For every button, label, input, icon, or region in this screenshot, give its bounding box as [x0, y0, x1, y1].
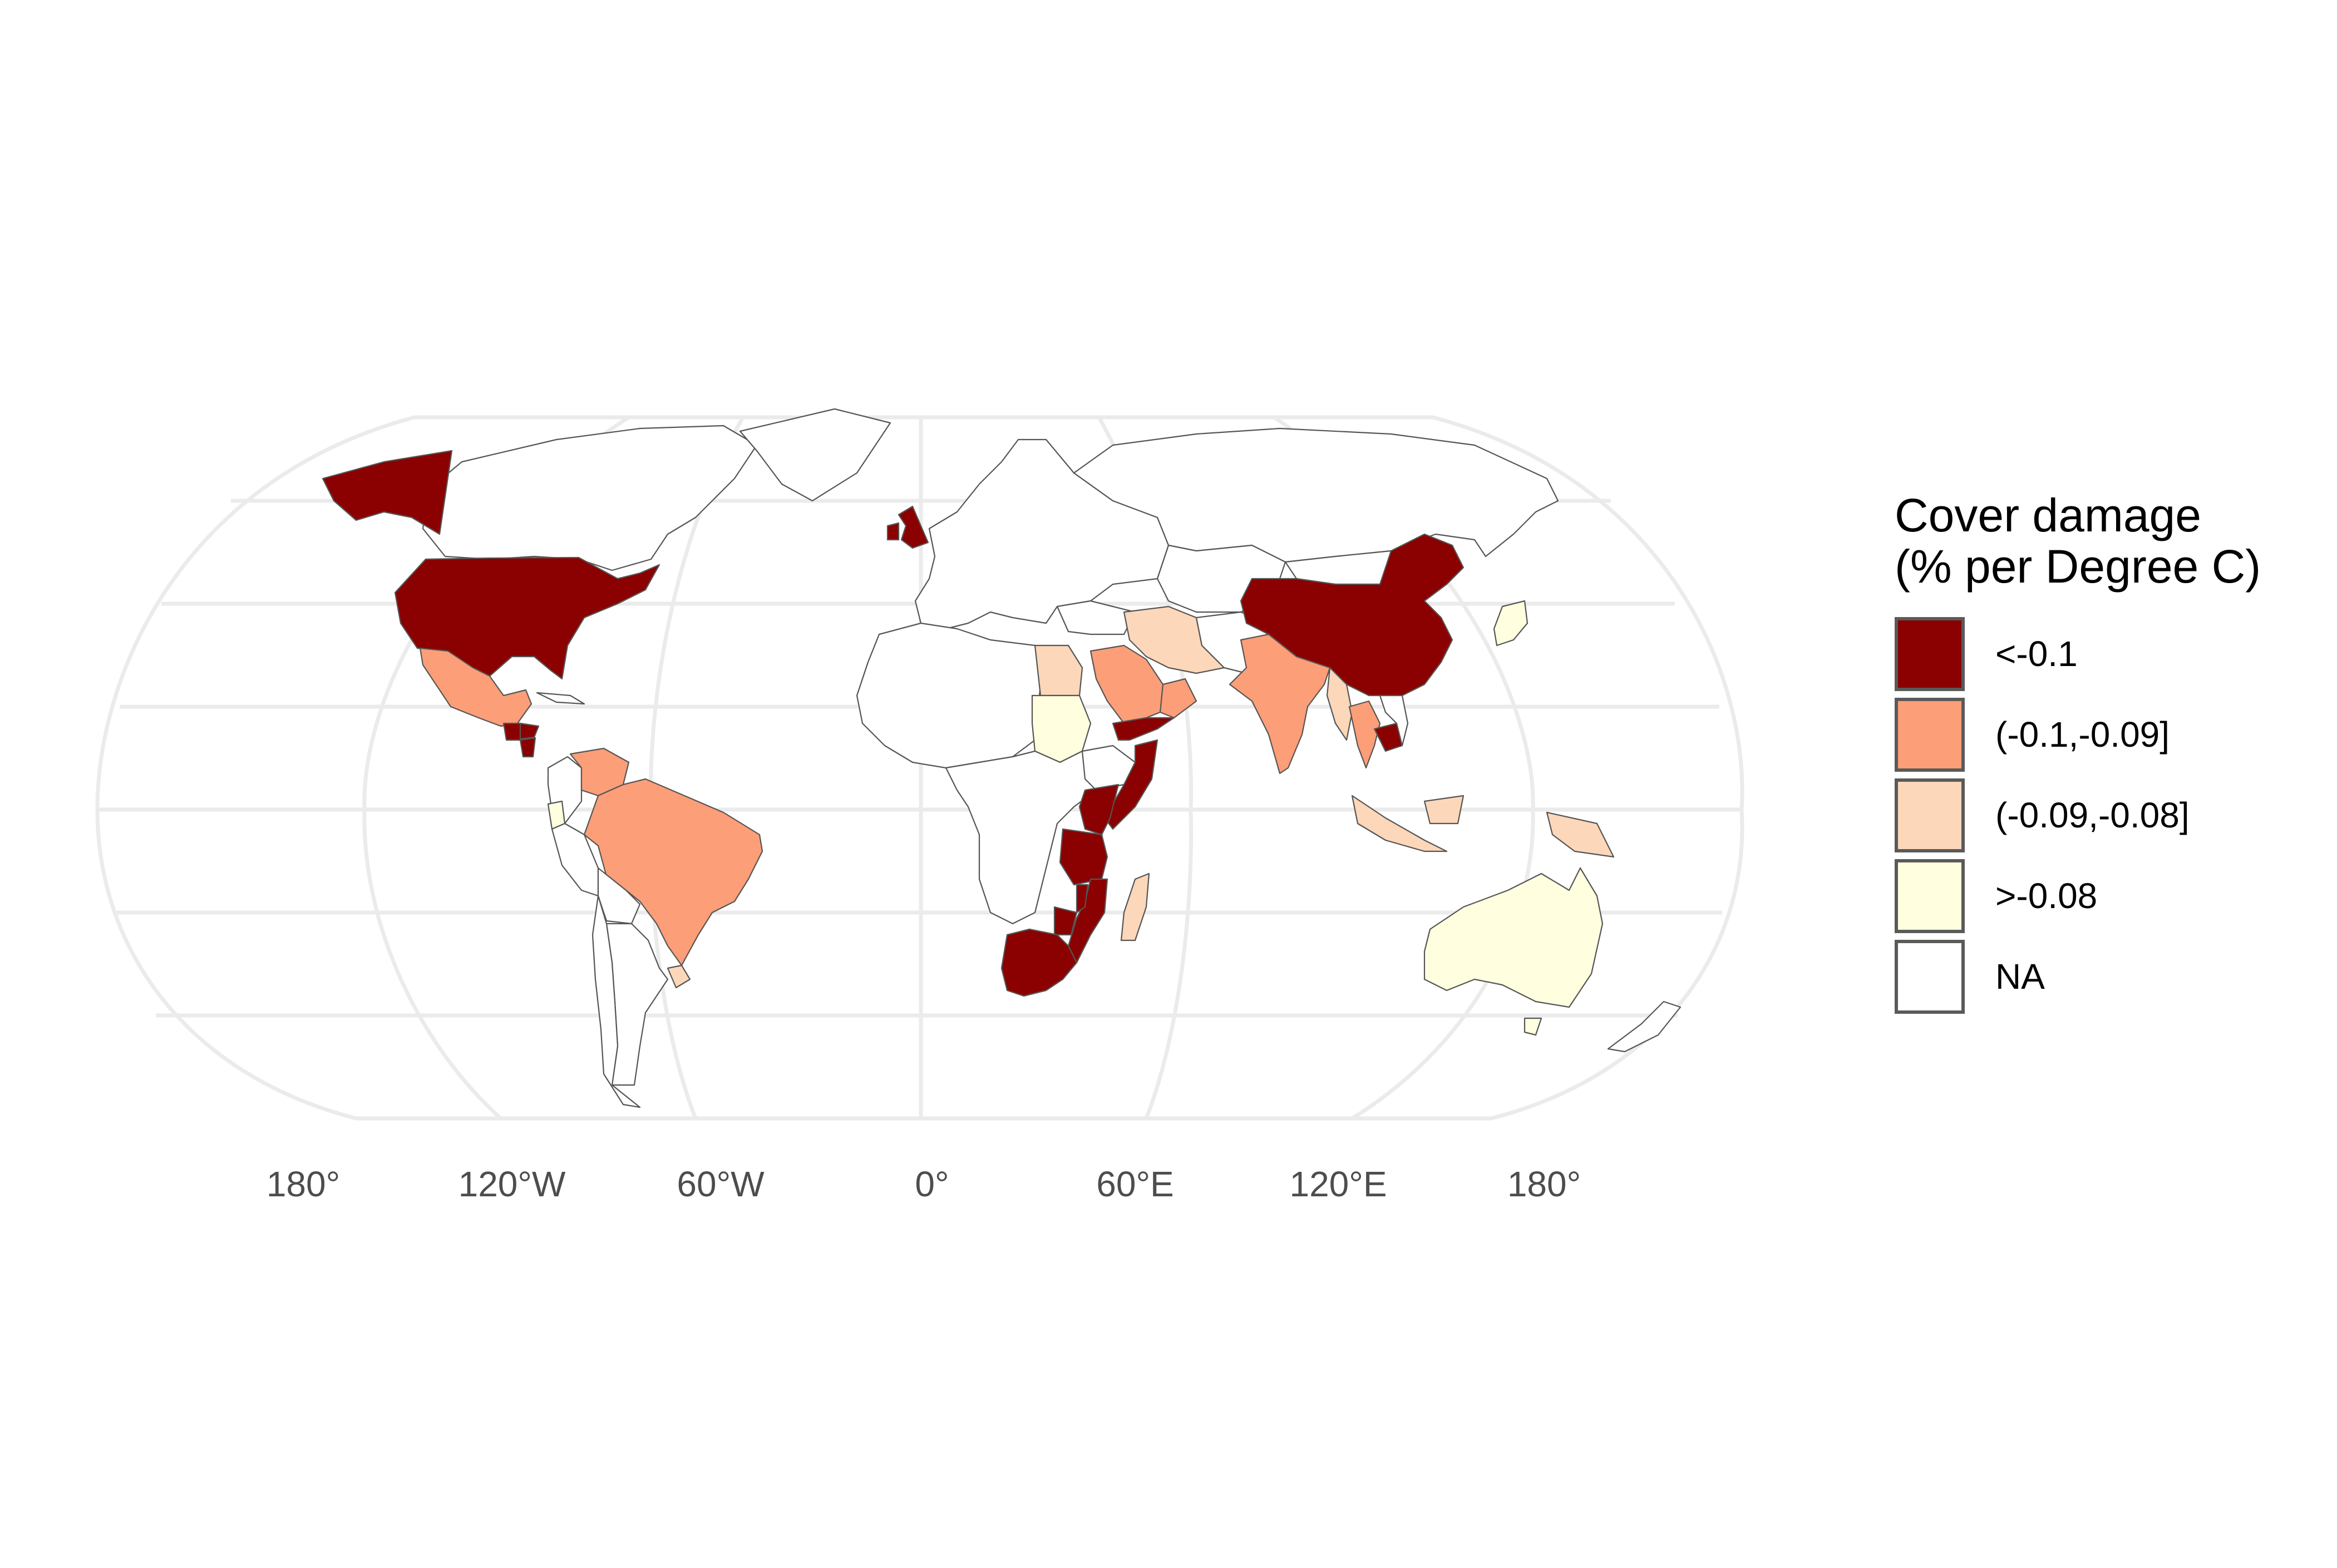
legend-label: <-0.1 — [1995, 634, 2078, 674]
country-tanzania — [1059, 828, 1108, 886]
country-ireland — [886, 522, 900, 541]
country-china — [1240, 533, 1465, 697]
legend-title: Cover damage (% per Degree C) — [1895, 490, 2261, 593]
longitude-axis: 180° 120°W 60°W 0° 60°E 120°E 180° — [267, 1164, 1581, 1204]
country-central-africa — [945, 750, 1108, 925]
country-north-africa — [856, 622, 1042, 769]
country-new-zealand — [1607, 1000, 1682, 1053]
country-thailand — [1348, 700, 1381, 769]
country-guatemala — [502, 722, 521, 741]
tick-label-60e: 60°E — [1096, 1164, 1174, 1204]
country-cuba — [536, 692, 585, 705]
country-oman — [1159, 678, 1197, 719]
country-europe — [914, 438, 1170, 630]
legend-item: (-0.1,-0.09] — [1895, 694, 2261, 775]
country-nicaragua — [519, 737, 536, 758]
country-chile — [591, 895, 641, 1108]
countries-layer — [322, 408, 1682, 1108]
country-canada — [422, 425, 758, 571]
tick-label-120w: 120°W — [458, 1164, 566, 1204]
legend-item: <-0.1 — [1895, 614, 2261, 694]
legend-swatch — [1895, 697, 1965, 772]
country-yemen — [1112, 717, 1175, 741]
country-greenland — [739, 408, 891, 502]
country-honduras — [519, 722, 540, 740]
legend-title-line2: (% per Degree C) — [1895, 540, 2261, 593]
country-indonesia — [1351, 795, 1615, 858]
country-uruguay — [667, 964, 691, 989]
country-egypt — [1034, 644, 1083, 697]
country-japan — [1493, 600, 1529, 647]
legend: Cover damage (% per Degree C) <-0.1 (-0.… — [1895, 490, 2261, 1017]
legend-item: NA — [1895, 936, 2261, 1017]
country-turkey-middle-east — [1056, 600, 1136, 635]
legend-label: (-0.1,-0.09] — [1995, 714, 2170, 755]
country-alaska — [322, 450, 453, 535]
country-somalia — [1103, 739, 1158, 830]
country-malawi — [1076, 884, 1089, 914]
legend-swatch — [1895, 778, 1965, 852]
country-vietnam — [1379, 694, 1409, 747]
country-tasmania — [1524, 1017, 1542, 1036]
tick-label-180w: 180° — [267, 1164, 340, 1204]
legend-title-line1: Cover damage — [1895, 489, 2201, 541]
country-australia — [1423, 867, 1604, 1008]
country-united-kingdom — [898, 505, 929, 549]
legend-swatch — [1895, 859, 1965, 933]
country-zimbabwe — [1053, 906, 1078, 936]
legend-label: NA — [1995, 956, 2045, 997]
legend-swatch — [1895, 617, 1965, 691]
legend-items: <-0.1 (-0.1,-0.09] (-0.09,-0.08] >-0.08 … — [1895, 614, 2261, 1017]
map-outline — [95, 415, 1744, 1121]
tick-label-120e: 120°E — [1289, 1164, 1387, 1204]
tick-label-60w: 60°W — [677, 1164, 765, 1204]
legend-item: >-0.08 — [1895, 856, 2261, 936]
country-madagascar — [1120, 872, 1150, 941]
legend-item: (-0.09,-0.08] — [1895, 775, 2261, 856]
country-south-africa — [1000, 928, 1078, 997]
country-myanmar — [1326, 667, 1353, 741]
legend-swatch — [1895, 939, 1965, 1014]
tick-label-180e: 180° — [1507, 1164, 1581, 1204]
legend-label: (-0.09,-0.08] — [1995, 795, 2190, 836]
country-iran — [1123, 605, 1225, 674]
country-mexico — [419, 647, 533, 727]
tick-label-0: 0° — [915, 1164, 949, 1204]
legend-label: >-0.08 — [1995, 876, 2098, 916]
